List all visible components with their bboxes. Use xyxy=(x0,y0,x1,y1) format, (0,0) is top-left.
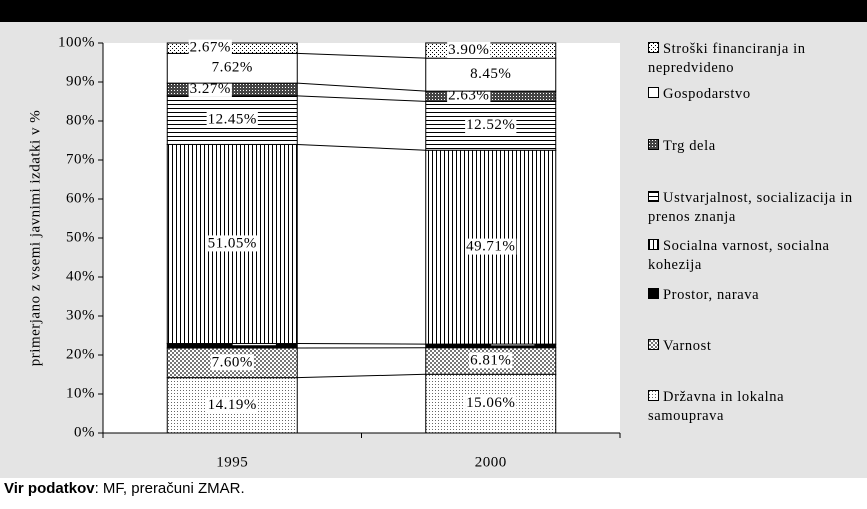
connector xyxy=(297,143,426,151)
legend-label: Varnost xyxy=(663,338,712,354)
legend-item: Trg dela xyxy=(648,137,863,156)
value-label-bg xyxy=(465,117,517,134)
x-tick-label: 1995 xyxy=(216,454,248,470)
value-label: 2.63% xyxy=(448,88,489,104)
y-tick-label: 10% xyxy=(66,385,95,401)
legend-item: Državna in lokalna samouprava xyxy=(648,388,863,426)
legend-swatch xyxy=(648,288,659,299)
legend-swatch-fill xyxy=(649,192,658,201)
source-text: : MF, preračuni ZMAR. xyxy=(94,480,245,497)
legend-item: Stroški financiranja in nepredvideno xyxy=(648,40,863,78)
value-label: 15.06% xyxy=(466,395,515,411)
legend-swatch xyxy=(648,139,659,150)
y-axis-label: primerjano z vsemi javnimi izdatki v % xyxy=(27,110,43,366)
value-label-bg xyxy=(469,352,513,369)
legend-label: Gospodarstvo xyxy=(663,86,751,102)
legend-swatch xyxy=(648,339,659,350)
value-label-bg xyxy=(206,111,258,128)
legend-swatch-fill xyxy=(649,391,658,400)
value-label-bg xyxy=(469,66,513,83)
y-tick-label: 30% xyxy=(66,307,95,323)
value-label: 49.71% xyxy=(466,239,515,255)
legend-swatch-fill xyxy=(649,240,658,249)
legend-swatch xyxy=(648,239,659,250)
y-tick-label: 20% xyxy=(66,346,95,362)
legend-label: Stroški financiranja in nepredvideno xyxy=(648,41,806,76)
y-tick-label: 90% xyxy=(66,73,95,89)
legend-item: Varnost xyxy=(648,337,863,356)
value-label: 3.27% xyxy=(190,81,231,97)
legend-item: Ustvarjalnost, socializacija in prenos z… xyxy=(648,189,863,227)
bar-segment xyxy=(166,343,298,349)
value-label: 12.52% xyxy=(466,117,515,133)
value-label: 6.81% xyxy=(470,352,511,368)
legend-swatch-fill xyxy=(649,140,658,149)
value-label: 51.05% xyxy=(208,235,257,251)
legend-swatch-fill xyxy=(649,340,658,349)
header-bar xyxy=(0,0,867,22)
value-label-bg xyxy=(447,42,491,59)
y-tick-label: 80% xyxy=(66,112,95,128)
source-label: Vir podatkov xyxy=(4,480,95,497)
connector xyxy=(297,95,426,102)
y-tick-label: 60% xyxy=(66,190,95,206)
legend-label: Socialna varnost, socialna kohezija xyxy=(648,238,830,273)
legend-swatch-fill xyxy=(649,43,658,52)
value-label-bg xyxy=(206,235,258,252)
legend-swatch xyxy=(648,42,659,53)
chart: primerjano z vsemi javnimi izdatki v % 0… xyxy=(0,0,867,478)
legend-item: Prostor, narava xyxy=(648,286,863,305)
connector xyxy=(297,52,426,59)
value-label: 14.19% xyxy=(208,397,257,413)
value-label: 8.45% xyxy=(470,66,511,82)
value-label-bg xyxy=(210,354,254,371)
y-tick-label: 0% xyxy=(74,424,95,440)
bar-segment xyxy=(425,100,557,151)
y-tick-label: 40% xyxy=(66,268,95,284)
bar-segment xyxy=(425,42,557,59)
value-label-bg xyxy=(206,396,258,413)
y-tick-label: 100% xyxy=(58,34,95,50)
legend-item: Socialna varnost, socialna kohezija xyxy=(648,237,863,275)
connector xyxy=(297,82,426,92)
value-label-bg xyxy=(188,39,232,56)
x-tick-label: 2000 xyxy=(475,454,507,470)
legend-swatch xyxy=(648,191,659,202)
legend-swatch xyxy=(648,87,659,98)
bar-segment xyxy=(425,90,557,102)
legend-swatch xyxy=(648,390,659,401)
y-tick-label: 70% xyxy=(66,151,95,167)
y-tick-label: 50% xyxy=(66,229,95,245)
connector xyxy=(297,373,426,379)
legend-item: Gospodarstvo xyxy=(648,85,863,104)
value-label-bg xyxy=(465,238,517,255)
legend-label: Prostor, narava xyxy=(663,287,760,303)
legend-swatch-fill xyxy=(649,88,658,97)
bar-segment xyxy=(425,343,557,349)
value-label-bg xyxy=(188,80,232,97)
legend-swatch-fill xyxy=(649,289,658,298)
value-label-bg xyxy=(447,87,491,104)
bar-segment xyxy=(166,42,298,54)
value-label: 12.45% xyxy=(208,112,257,128)
connector xyxy=(297,343,426,345)
value-label: 2.67% xyxy=(190,40,231,56)
legend-label: Ustvarjalnost, socializacija in prenos z… xyxy=(648,190,853,225)
legend-label: Trg dela xyxy=(663,138,716,154)
value-label: 7.60% xyxy=(212,354,253,370)
value-label-bg xyxy=(210,59,254,76)
source: Vir podatkov: MF, preračuni ZMAR. xyxy=(4,480,245,497)
value-label: 7.62% xyxy=(212,60,253,76)
legend-label: Državna in lokalna samouprava xyxy=(648,389,785,424)
bar-segment xyxy=(166,82,298,97)
value-label-bg xyxy=(465,395,517,412)
value-label: 3.90% xyxy=(448,42,489,58)
